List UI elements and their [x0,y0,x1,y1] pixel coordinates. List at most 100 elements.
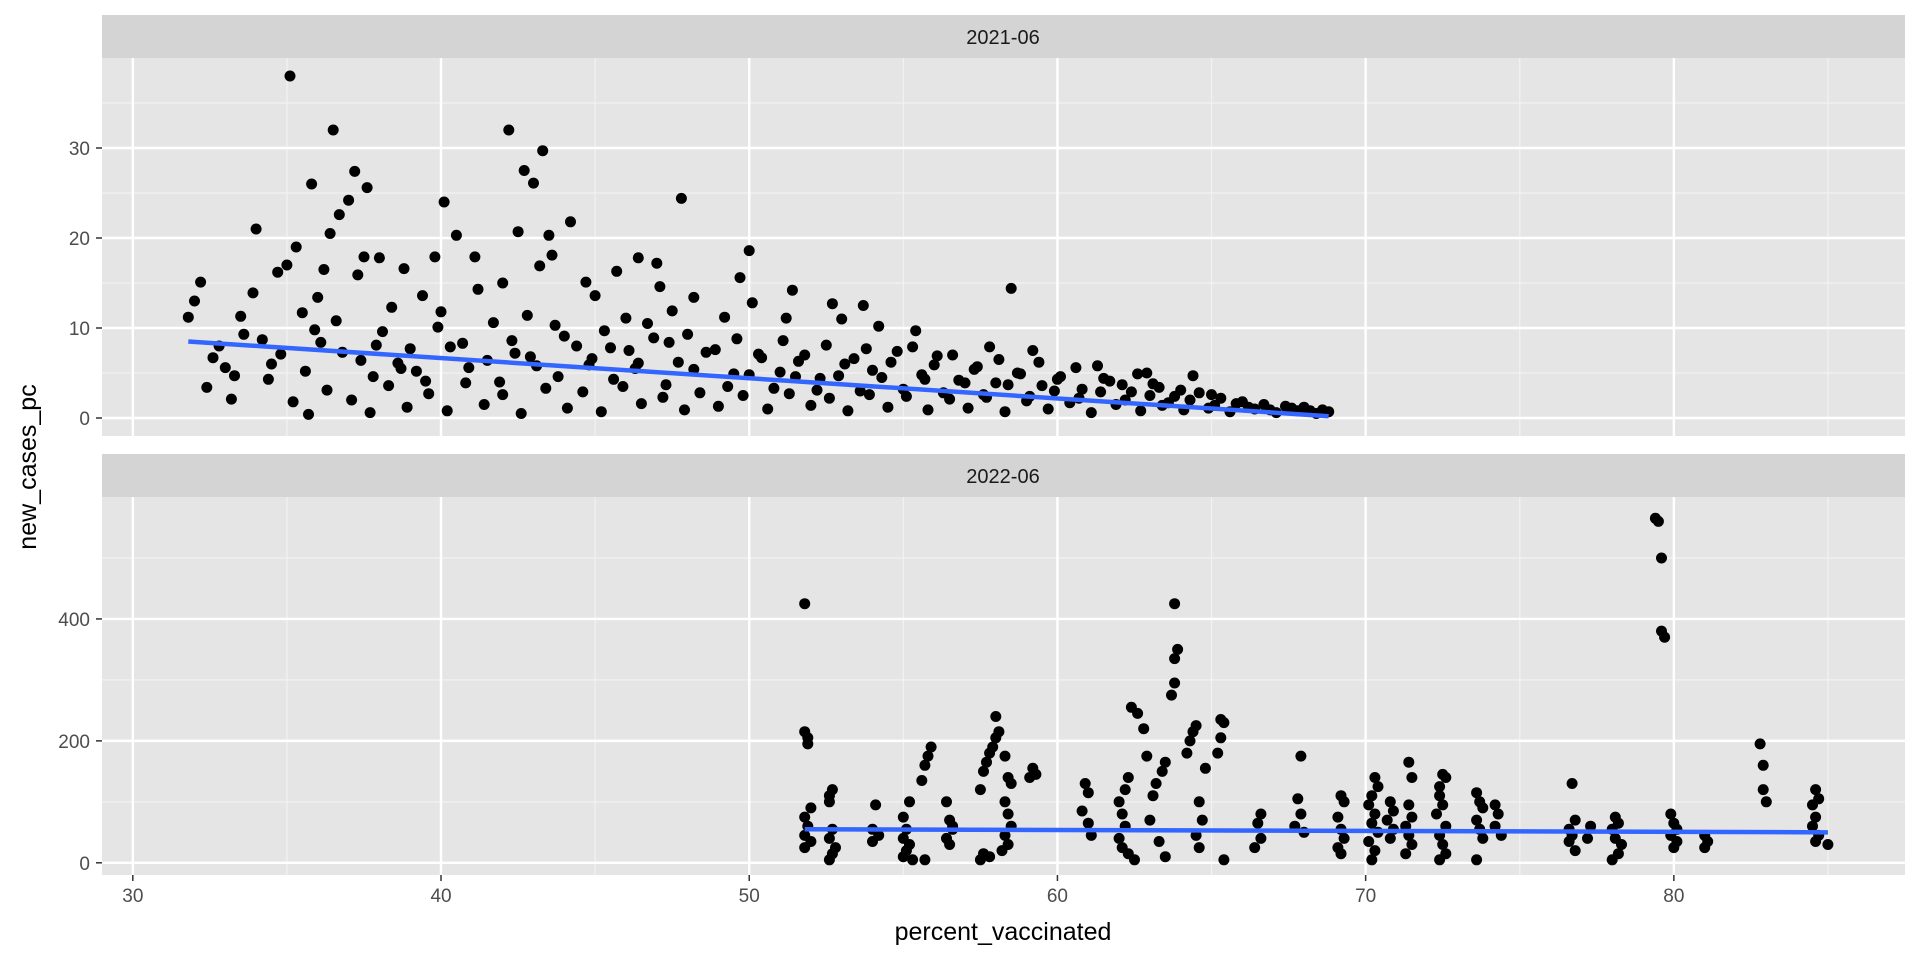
data-point [515,408,527,419]
data-point [1471,854,1483,866]
data-point [623,345,635,356]
data-point [330,315,342,327]
data-point [823,796,835,808]
data-point [974,784,986,796]
data-point [786,284,798,296]
data-point [836,313,848,325]
data-point [1027,345,1039,356]
data-point [521,309,533,321]
data-point [303,408,314,420]
data-point [1369,845,1381,857]
data-point [1255,808,1267,820]
x-tick-label: 80 [1663,886,1684,907]
data-point [1582,832,1593,844]
data-point [863,389,875,401]
data-point [842,405,854,417]
data-point [1477,832,1489,844]
data-point [1585,820,1597,832]
gridlines-2022-06 [102,497,1905,875]
data-point [577,386,589,398]
data-point [962,402,974,414]
data-point [793,355,804,367]
data-point [1656,552,1667,564]
data-point [1036,380,1048,392]
data-point [1477,802,1489,814]
data-point [867,836,878,847]
data-point [494,376,506,388]
data-point [1332,811,1344,823]
data-point [734,272,746,284]
data-point [978,765,989,777]
data-point [1042,403,1054,415]
data-point [999,829,1011,841]
data-point [346,394,358,406]
data-point [993,726,1005,738]
data-point [256,334,268,346]
data-point [679,404,690,416]
data-point [266,358,277,370]
data-point [1471,814,1483,826]
data-point [1699,842,1711,854]
data-point [919,854,931,866]
x-axis: 30 40 50 60 70 80 [122,875,1684,907]
data-point [598,325,610,337]
y-axis-2022-06: 0 200 400 [58,610,102,875]
data-point [1566,778,1578,789]
data-point [1810,784,1822,796]
data-point [746,297,758,309]
x-tick-label: 30 [122,886,143,907]
data-point [1335,848,1347,860]
data-point [672,356,684,368]
data-point [675,192,687,204]
data-point [1286,402,1298,414]
data-point [1569,814,1581,826]
data-point [364,407,376,419]
data-point [509,347,521,359]
data-point [1372,781,1384,793]
data-point [463,362,475,374]
data-point [1218,717,1230,729]
data-point [897,811,909,823]
data-point [370,339,382,351]
data-point [823,832,835,844]
data-point [660,379,672,391]
data-point [189,295,200,307]
data-point [774,366,786,378]
data-point [561,402,573,414]
data-point [1122,772,1134,783]
data-point [262,373,274,385]
data-point [1810,836,1822,847]
data-point [608,373,620,385]
data-point [1076,383,1088,395]
data-point [1190,720,1202,732]
data-point [984,851,996,863]
data-point [1113,832,1125,844]
data-point [885,356,897,368]
data-point [457,337,469,349]
data-point [1193,796,1205,808]
points-2022-06 [799,512,1834,866]
data-point [996,845,1008,857]
data-point [1082,787,1094,799]
data-point [780,312,792,324]
data-point [324,228,336,239]
data-point [882,401,894,413]
y-axis-2021-06: 0 10 20 30 [69,139,102,430]
data-point [848,353,860,365]
data-point [876,372,888,383]
data-point [1563,836,1575,847]
data-point [1757,784,1769,796]
data-point [1810,811,1822,823]
data-point [712,400,724,412]
data-point [543,229,555,241]
data-point [1085,407,1097,419]
data-point [1144,814,1156,826]
data-point [1144,390,1156,401]
data-point [682,328,694,340]
data-point [1400,848,1412,860]
data-point [327,124,339,136]
data-point [823,392,835,404]
data-point [1212,747,1224,759]
data-point [990,711,1002,722]
